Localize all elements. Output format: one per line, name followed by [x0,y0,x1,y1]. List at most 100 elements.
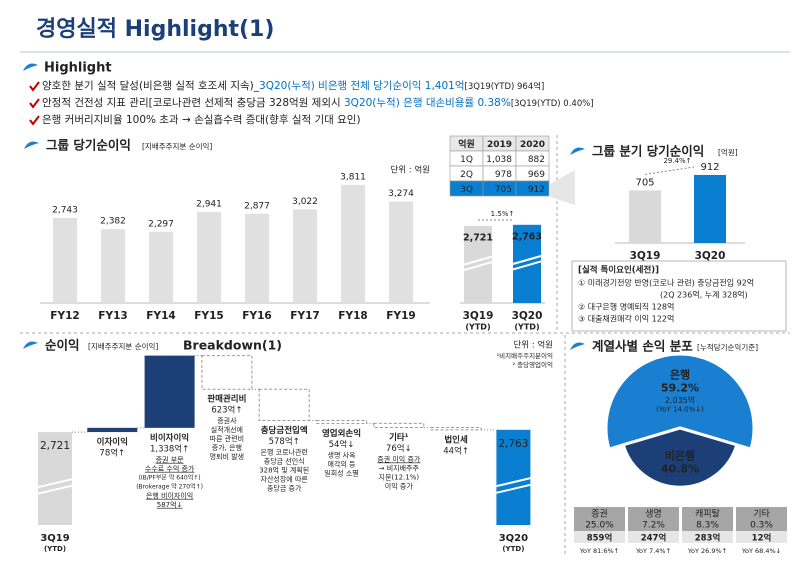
step-note: 이익 증가 [385,481,414,490]
value-label: 2,763 [512,231,542,242]
bar [629,190,661,243]
value-label: 3,022 [292,197,318,207]
growth-annotation: 1.5%↑ [491,210,515,218]
pie-value: 59.2% [661,381,699,394]
step-note: 은행 비이자이익 [146,491,193,500]
subsidiary-name: 캐피탈 [695,509,720,520]
table-cell-text: 882 [528,155,545,165]
section-icon [570,342,585,350]
subsidiary-profit-box [736,531,787,543]
waterfall-bar [87,427,138,433]
bar-break [37,484,73,495]
step-note: 충당금 선인식 [264,456,305,465]
x-tick-label: 3Q20 [695,250,726,262]
x-tick-label: FY16 [242,310,271,322]
subsidiary-box [682,507,733,531]
check-icon [29,81,40,92]
table-cell-text: 1,038 [486,155,512,165]
step-note: 증권 부문 [156,456,185,464]
section-icon [24,141,39,149]
subsidiary-profit-box [628,531,679,543]
notes-item: ② 대구은행 명예퇴직 128억 [578,302,674,312]
waterfall-bar [316,419,367,424]
step-note: 일회성 소멸 [324,468,358,477]
bar-break [463,261,493,271]
step-label: 이자이익 [97,437,128,448]
step-note: 587억↓ [157,501,183,509]
value-label: 912 [700,162,719,173]
waterfall-bar [144,355,195,428]
value-label: 3,274 [388,189,414,199]
notes-item: ① 미래경기전망 반영(코로나 관련) 충당금전입 92억 [578,278,754,288]
chart-title: 그룹 당기순이익 [46,138,131,153]
subsidiary-profit: 283억 [695,533,721,544]
page-title: 경영실적 Highlight(1) [36,17,274,42]
bar [341,184,365,303]
step-note: (IB/PF부문 약 640억↑) [139,473,201,481]
section-icon [570,147,585,155]
subsidiary-share: 8.3% [696,521,719,531]
pie-category: 비은행 [665,449,695,463]
subsidiary-box [736,507,787,531]
chart-subtitle: [지배주주지분 순이익] [88,341,158,351]
highlight-item: 안정적 건전성 지표 관리[코로나관련 선제적 충당금 328억원 제외시 3Q… [42,97,594,109]
bar [197,211,221,303]
step-note: 실적개선에 [211,425,243,434]
section-icon [23,63,38,71]
waterfall-bar [201,355,253,390]
table-cell-text: 912 [528,185,545,195]
footnote: ² 충당영업이익 [512,360,553,369]
x-tick-label: FY12 [50,310,79,322]
subsidiary-profit-box [574,531,625,543]
bar-break [37,478,73,489]
chart-title-suffix: Breakdown(1) [183,338,282,353]
subsidiary-name: 증권 [591,508,608,520]
notes-box [571,260,787,332]
highlight-segment: 양호한 분기 실적 달성(비은행 실적 호조세 지속)_ [42,80,260,92]
value-label: 2,941 [196,199,222,209]
pie-slice [604,352,756,451]
highlight-segment: 은행 커버리지비율 100% 초과 → 손실흡수력 증대(향후 실적 기대 요인… [42,113,361,126]
table-cell-text: 969 [528,170,545,180]
highlight-heading: Highlight [44,61,112,76]
bar [694,174,726,243]
step-value: 44억↑ [443,445,469,456]
x-tick-label: FY17 [290,310,319,322]
step-value: 1,338억↑ [150,443,189,454]
step-note: → 비지배주주 [379,463,420,472]
chart-title: 계열사별 손익 분포 [592,339,693,354]
bar [53,217,77,303]
value-label: 2,743 [52,205,78,215]
pie-category: 은행 [670,367,690,381]
chart-subtitle: [억원] [718,148,738,157]
step-note: 따른 관련비 [210,434,244,443]
subsidiary-profit-box [682,531,733,543]
bar [464,225,492,303]
step-note: 수수료 수익 증가 [145,464,195,473]
value-label: 705 [635,177,654,188]
pie-value: 40.8% [661,463,699,476]
table-header: 2020 [520,140,545,150]
highlight-segment: 3Q20(누적) 은행 대손비용률 0.38% [344,97,511,109]
chart-unit: 단위 : 억원 [390,165,430,176]
notes-title: [실적 특이요인(세전)] [578,265,659,276]
step-value: 578억↑ [269,436,300,447]
step-note: 증권사 [217,416,237,425]
highlight-segment: 안정적 건전성 지표 관리[코로나관련 선제적 충당금 328억원 제외시 [42,97,344,109]
subsidiary-share: 7.2% [642,521,665,531]
table-cell [515,180,550,197]
section-icon [23,341,38,349]
step-label: 비이자이익 [150,432,189,443]
waterfall-bar [496,429,531,525]
subsidiary-yoy: YoY 7.4%↑ [635,547,671,555]
growth-annotation: 29.4%↑ [663,157,691,165]
waterfall-bar [38,432,72,525]
step-note: 328억 및 계획된 [259,465,309,474]
bar [101,229,125,303]
growth-arrow [644,166,695,175]
x-tick-label: 3Q19 [40,533,69,544]
notes-item: ③ 대출채권매각 이익 122억 [578,314,674,324]
bar [389,201,413,303]
waterfall-bar [430,426,482,431]
x-tick-sublabel: (YTD) [502,545,524,553]
